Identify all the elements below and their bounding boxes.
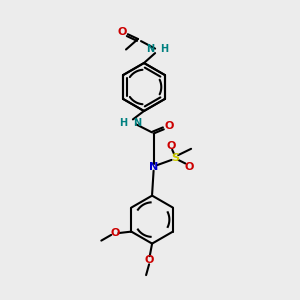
Text: O: O <box>110 228 119 238</box>
Text: H: H <box>160 44 169 55</box>
Text: S: S <box>171 153 179 163</box>
Text: O: O <box>117 27 127 37</box>
Text: N: N <box>149 162 158 172</box>
Text: O: O <box>144 255 154 265</box>
Text: N: N <box>134 118 142 128</box>
Text: N: N <box>146 44 154 55</box>
Text: O: O <box>167 140 176 151</box>
Text: H: H <box>119 118 128 128</box>
Text: O: O <box>164 121 174 131</box>
Text: O: O <box>184 161 194 172</box>
